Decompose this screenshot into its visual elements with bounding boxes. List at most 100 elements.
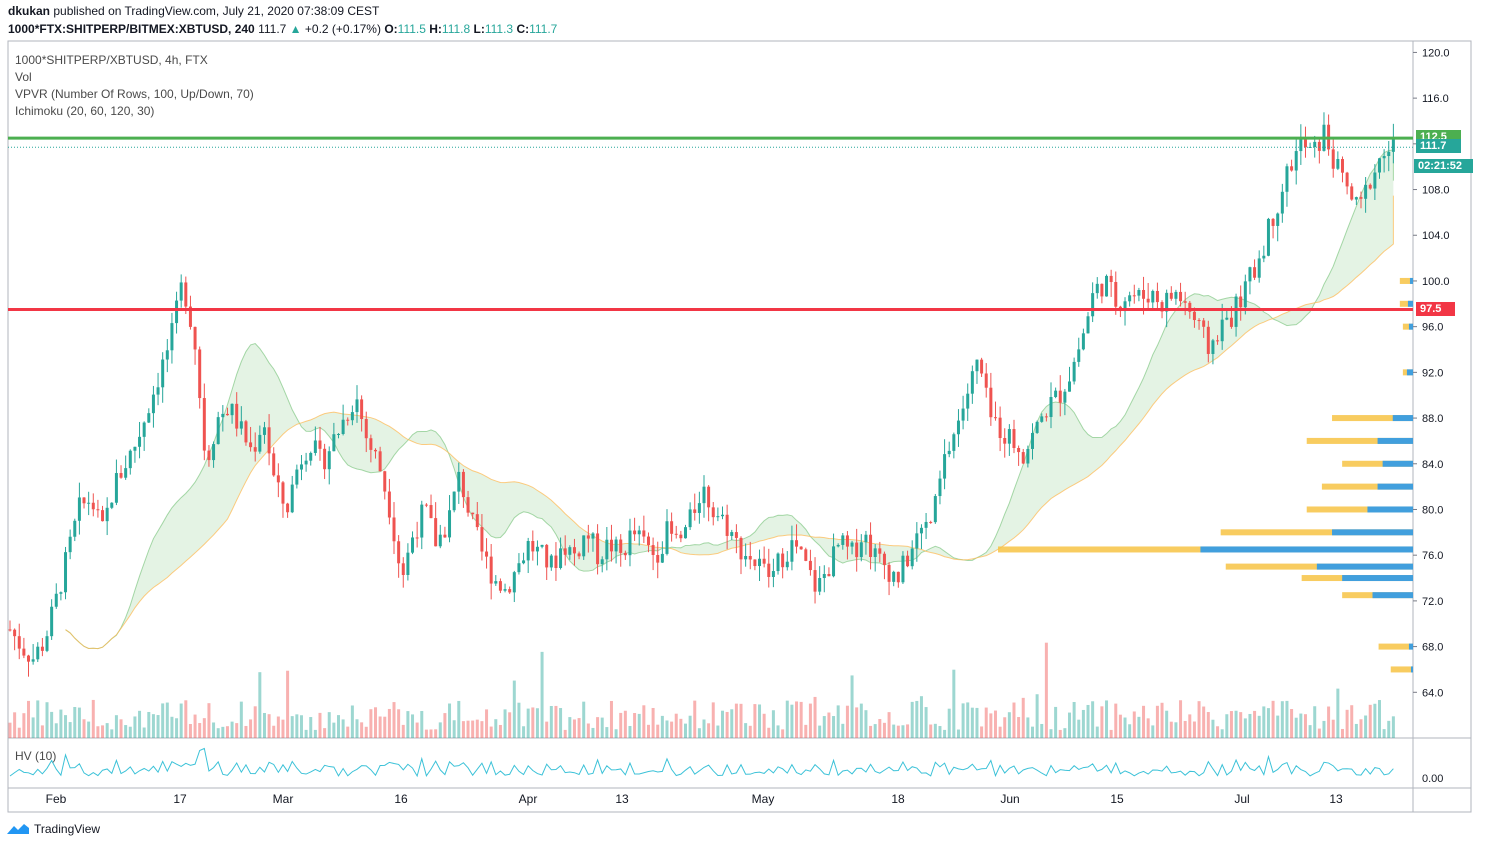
volume-bar [276, 716, 280, 738]
volume-bar [323, 728, 327, 738]
hv-indicator [9, 747, 1394, 778]
candle-body [147, 413, 151, 423]
legend-title[interactable]: 1000*SHITPERP/XBTUSD, 4h, FTX [15, 53, 208, 67]
candle-body [966, 393, 970, 409]
vp-row-up [1377, 437, 1413, 444]
countdown-tag: 02:21:52 [1414, 159, 1473, 174]
legend-ichimoku[interactable]: Ichimoku (20, 60, 120, 30) [15, 104, 155, 118]
volume-bar [133, 716, 137, 738]
volume-bar [873, 724, 877, 738]
candle-body [480, 527, 484, 552]
volume-bar [110, 729, 114, 738]
price-tick-label: 96.0 [1422, 322, 1443, 334]
candle-body [249, 442, 253, 448]
volume-bar [304, 729, 308, 738]
candle-body [401, 563, 405, 575]
candle-body [1253, 267, 1257, 278]
vp-row-up [1392, 415, 1413, 422]
volume-bar [961, 703, 965, 738]
candle-body [679, 534, 683, 539]
candle-body [1100, 283, 1104, 297]
volume-bar [582, 701, 586, 738]
candle-body [332, 434, 336, 452]
vp-row-down [1321, 483, 1413, 490]
volume-bar [40, 725, 44, 738]
candle-body [68, 536, 72, 553]
volume-bar [642, 705, 646, 738]
volume-bar [864, 710, 868, 738]
volume-bar [1044, 642, 1048, 738]
time-axis[interactable]: Feb 17 Mar 16 Apr 13 May 18 Jun 15 Jul 13 [46, 792, 1343, 806]
volume-bar [327, 712, 331, 738]
time-tick-label: 13 [615, 792, 629, 806]
volume-bar [1257, 715, 1261, 738]
tradingview-footer[interactable]: TradingView [6, 822, 100, 836]
volume-bar [1368, 704, 1372, 738]
candle-body [429, 505, 433, 519]
candle-body [471, 512, 475, 515]
volume-bar [188, 723, 192, 738]
candle-body [683, 527, 687, 539]
candle-body [193, 326, 197, 350]
volume-bar [526, 708, 530, 738]
candle-body [318, 440, 322, 449]
volume-bar [1271, 700, 1275, 738]
volume-bar [1225, 714, 1229, 738]
volume-bar [225, 726, 229, 738]
candle-body [45, 636, 49, 651]
volume-bar [239, 701, 243, 738]
candle-body [304, 460, 308, 465]
candle-body [31, 659, 35, 662]
volume-bar [1035, 694, 1039, 738]
candle-body [619, 539, 623, 553]
candle-body [73, 520, 77, 537]
candle-body [623, 552, 627, 556]
hv-label[interactable]: HV (10) [15, 749, 57, 763]
volume-bar [1183, 720, 1187, 738]
volume-bar [457, 700, 461, 738]
volume-bar [545, 721, 549, 738]
candle-body [1165, 292, 1169, 312]
volume-bar [96, 726, 100, 738]
candle-body [804, 549, 808, 561]
candle-body [762, 558, 766, 564]
candle-body [323, 448, 327, 470]
volume-bar [286, 670, 290, 738]
candle-body [1012, 429, 1016, 448]
candle-body [818, 578, 822, 592]
time-tick-label: May [752, 792, 775, 806]
candle-body [892, 571, 896, 582]
price-axis[interactable]: 120.0116.0112.0108.0104.0100.096.092.088… [1413, 47, 1450, 785]
vp-row-up [1342, 575, 1413, 582]
volume-bar [776, 725, 780, 738]
candle-body [494, 581, 498, 584]
volume-bar [8, 722, 12, 738]
volume-bar [947, 708, 951, 738]
price-tick-label: 72.0 [1422, 596, 1443, 608]
candle-body [605, 539, 609, 560]
candle-body [105, 507, 109, 522]
candle-body [938, 478, 942, 497]
volume-bar [1350, 705, 1354, 738]
candle-body [609, 539, 613, 552]
candle-body [984, 373, 988, 388]
volume-bar [1377, 700, 1381, 738]
volume-bar [1128, 724, 1132, 738]
candle-body [855, 542, 859, 558]
volume-bar [355, 719, 359, 738]
legend-vpvr[interactable]: VPVR (Number Of Rows, 100, Up/Down, 70) [15, 87, 254, 101]
candle-body [924, 521, 928, 528]
candle-body [1382, 156, 1386, 159]
candle-body [124, 468, 128, 478]
candle-body [572, 547, 576, 554]
volume-bar [688, 715, 692, 738]
candle-body [286, 503, 290, 513]
publisher-name[interactable]: dkukan [8, 4, 51, 18]
volume-bar [665, 720, 669, 738]
volume-bar [707, 723, 711, 738]
legend-vol[interactable]: Vol [15, 70, 32, 84]
volume-bar [822, 716, 826, 738]
volume-bar [892, 724, 896, 738]
candle-body [748, 555, 752, 560]
